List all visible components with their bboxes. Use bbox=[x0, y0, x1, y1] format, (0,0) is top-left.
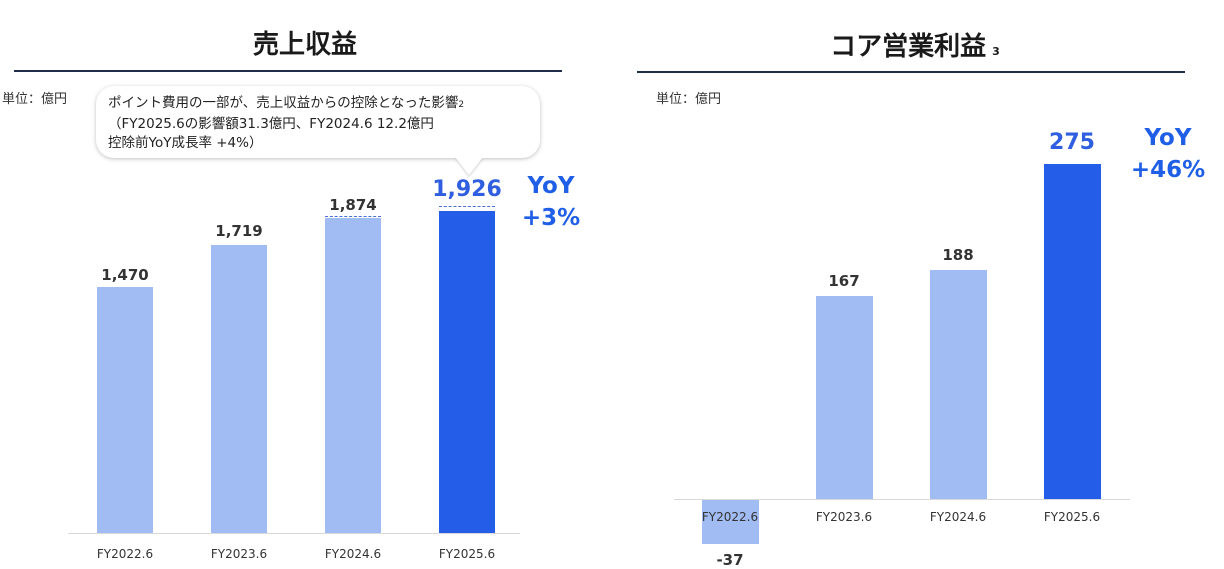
profit-value-fy2022: -37 bbox=[716, 551, 744, 569]
revenue-value-fy2025: 1,926 bbox=[432, 177, 502, 202]
revenue-value-fy2022: 1,470 bbox=[101, 266, 149, 284]
profit-unit-label: 単位：億円 bbox=[656, 92, 722, 107]
profit-value-fy2023: 167 bbox=[828, 272, 860, 290]
profit-xlabel-fy2022: FY2022.6 bbox=[701, 510, 759, 524]
revenue-x-axis bbox=[68, 533, 520, 534]
revenue-dashed-deduction-fy2025 bbox=[439, 206, 495, 207]
profit-bar-fy2023 bbox=[816, 296, 873, 499]
revenue-xlabel-fy2022: FY2022.6 bbox=[96, 547, 154, 561]
profit-bar-fy2025 bbox=[1044, 164, 1101, 499]
revenue-bar-fy2025 bbox=[439, 211, 495, 533]
profit-xlabel-fy2023: FY2023.6 bbox=[815, 510, 873, 524]
profit-yoy: YoY +46% bbox=[1130, 125, 1206, 183]
revenue-callout-tail bbox=[455, 157, 483, 175]
profit-title-rule bbox=[637, 71, 1185, 73]
profit-bar-fy2024 bbox=[930, 270, 987, 499]
revenue-value-fy2023: 1,719 bbox=[215, 222, 263, 240]
profit-xlabel-fy2025: FY2025.6 bbox=[1043, 510, 1101, 524]
revenue-callout: ポイント費用の一部が、売上収益からの控除となった影響2 （FY2025.6の影響… bbox=[96, 86, 540, 158]
revenue-value-fy2024: 1,874 bbox=[329, 196, 377, 214]
profit-value-fy2025: 275 bbox=[1049, 130, 1095, 155]
profit-bar-fy2022 bbox=[702, 499, 759, 544]
revenue-chart-title: 売上収益 bbox=[252, 30, 357, 60]
revenue-unit-label: 単位：億円 bbox=[2, 92, 68, 107]
revenue-bar-fy2022 bbox=[97, 287, 153, 533]
profit-x-axis bbox=[674, 499, 1130, 500]
revenue-yoy: YoY +3% bbox=[521, 173, 581, 231]
revenue-xlabel-fy2023: FY2023.6 bbox=[210, 547, 268, 561]
revenue-title-rule bbox=[14, 70, 562, 72]
revenue-dashed-deduction-fy2024 bbox=[325, 216, 381, 217]
revenue-xlabel-fy2025: FY2025.6 bbox=[438, 547, 496, 561]
revenue-bar-fy2023 bbox=[211, 245, 267, 533]
revenue-xlabel-fy2024: FY2024.6 bbox=[324, 547, 382, 561]
profit-xlabel-fy2024: FY2024.6 bbox=[929, 510, 987, 524]
revenue-bar-fy2024 bbox=[325, 218, 381, 533]
profit-value-fy2024: 188 bbox=[942, 246, 974, 264]
profit-chart-title: コア営業利益 3 bbox=[830, 32, 1000, 62]
